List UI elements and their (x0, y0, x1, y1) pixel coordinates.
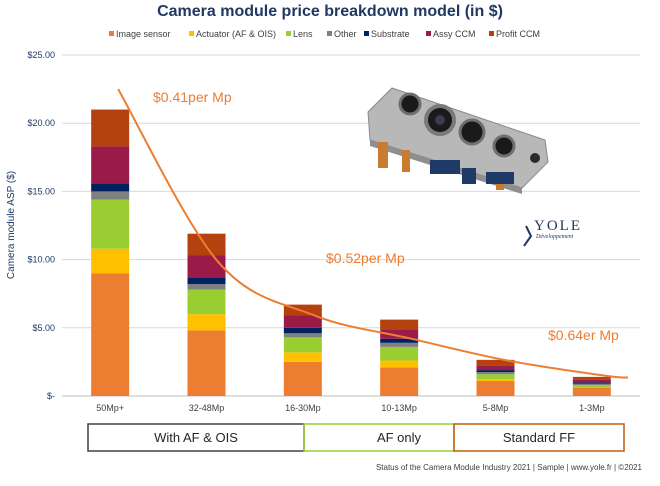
y-tick-label: $20.00 (27, 118, 55, 128)
logo-subtitle: Développement (535, 234, 574, 240)
x-axis: 50Mp+ 32-48Mp 16-30Mp 10-13Mp 5-8Mp 1-3Mp (96, 403, 604, 413)
x-tick-label: 32-48Mp (189, 403, 225, 413)
bar-segment (187, 284, 226, 290)
bar-segment (283, 352, 322, 362)
legend-label: Lens (293, 29, 313, 39)
bar-segment (187, 233, 226, 256)
category-groups: With AF & OIS AF only Standard FF (87, 423, 625, 452)
legend-label: Other (334, 29, 357, 39)
bar-segment (572, 383, 611, 386)
bar-segment (91, 199, 130, 249)
bar-segment (476, 374, 515, 379)
legend-label: Profit CCM (496, 29, 540, 39)
bar-segment (283, 304, 322, 316)
bar-segment (283, 327, 322, 334)
legend-label: Substrate (371, 29, 410, 39)
bar-segment (91, 109, 130, 147)
annotation-price-per-mp-3: $0.64er Mp (548, 327, 619, 343)
y-tick-label: $15.00 (27, 186, 55, 196)
bar-segment (476, 380, 515, 396)
bar-segment (283, 333, 322, 338)
bar-segment (380, 346, 419, 361)
bar-segment (476, 365, 515, 371)
bars (91, 109, 611, 396)
bar-segment (380, 319, 419, 330)
x-tick-label: 1-3Mp (579, 403, 605, 413)
bar-segment (380, 367, 419, 396)
bar-segment (187, 314, 226, 331)
legend-swatch (327, 31, 332, 36)
chart-title: Camera module price breakdown model (in … (157, 3, 503, 20)
legend-label: Actuator (AF & OIS) (196, 29, 276, 39)
bar-segment (380, 342, 419, 347)
bar-segment (380, 338, 419, 343)
yole-logo: YOLE Développement (523, 218, 582, 247)
annotation-price-per-mp-1: $0.41per Mp (153, 89, 232, 105)
annotation-price-per-mp-2: $0.52per Mp (326, 250, 405, 266)
group-label: AF only (377, 430, 422, 445)
x-tick-label: 10-13Mp (381, 403, 417, 413)
grid (62, 54, 640, 397)
bar-segment (91, 273, 130, 396)
bar-segment (283, 337, 322, 353)
bar-segment (380, 329, 419, 339)
x-tick-label: 50Mp+ (96, 403, 124, 413)
bar-segment (187, 289, 226, 315)
bar-segment (380, 360, 419, 368)
x-tick-label: 5-8Mp (483, 403, 509, 413)
footer-source: Status of the Camera Module Industry 202… (376, 463, 643, 472)
legend-swatch (109, 31, 114, 36)
group-label: Standard FF (503, 430, 575, 445)
y-tick-label: $25.00 (27, 50, 55, 60)
bar-segment (572, 382, 611, 384)
legend: Image sensor Actuator (AF & OIS) Lens Other… (109, 29, 540, 39)
y-axis: $- $5.00 $10.00 $15.00 $20.00 $25.00 (27, 50, 55, 401)
bar-segment (476, 370, 515, 373)
legend-swatch (426, 31, 431, 36)
group-label: With AF & OIS (154, 430, 238, 445)
bar-segment (572, 385, 611, 388)
bar-segment (91, 248, 130, 274)
bar-segment (187, 255, 226, 278)
bar-segment (187, 277, 226, 285)
legend-swatch (364, 31, 369, 36)
y-axis-title: Camera module ASP ($) (6, 171, 17, 279)
bar-segment (476, 378, 515, 381)
bar-segment (572, 376, 611, 380)
legend-label: Image sensor (116, 29, 171, 39)
bar-segment (572, 387, 611, 396)
bar-segment (91, 146, 130, 184)
bar-segment (476, 372, 515, 375)
trend-line (117, 88, 629, 379)
y-tick-label: $5.00 (32, 323, 55, 333)
bar-segment (91, 183, 130, 192)
bar-segment (283, 361, 322, 396)
bar-segment (476, 359, 515, 366)
legend-swatch (286, 31, 291, 36)
logo-text: YOLE (534, 218, 582, 234)
legend-label: Assy CCM (433, 29, 476, 39)
bar-segment (283, 315, 322, 328)
legend-swatch (189, 31, 194, 36)
group-box (453, 423, 625, 452)
legend-swatch (489, 31, 494, 36)
bar-segment (572, 379, 611, 383)
bar-segment (91, 191, 130, 200)
bar-segment (187, 330, 226, 396)
y-tick-label: $- (47, 391, 55, 401)
y-tick-label: $10.00 (27, 255, 55, 265)
camera-module-image (367, 87, 549, 194)
x-tick-label: 16-30Mp (285, 403, 321, 413)
trend-curve (117, 88, 629, 379)
